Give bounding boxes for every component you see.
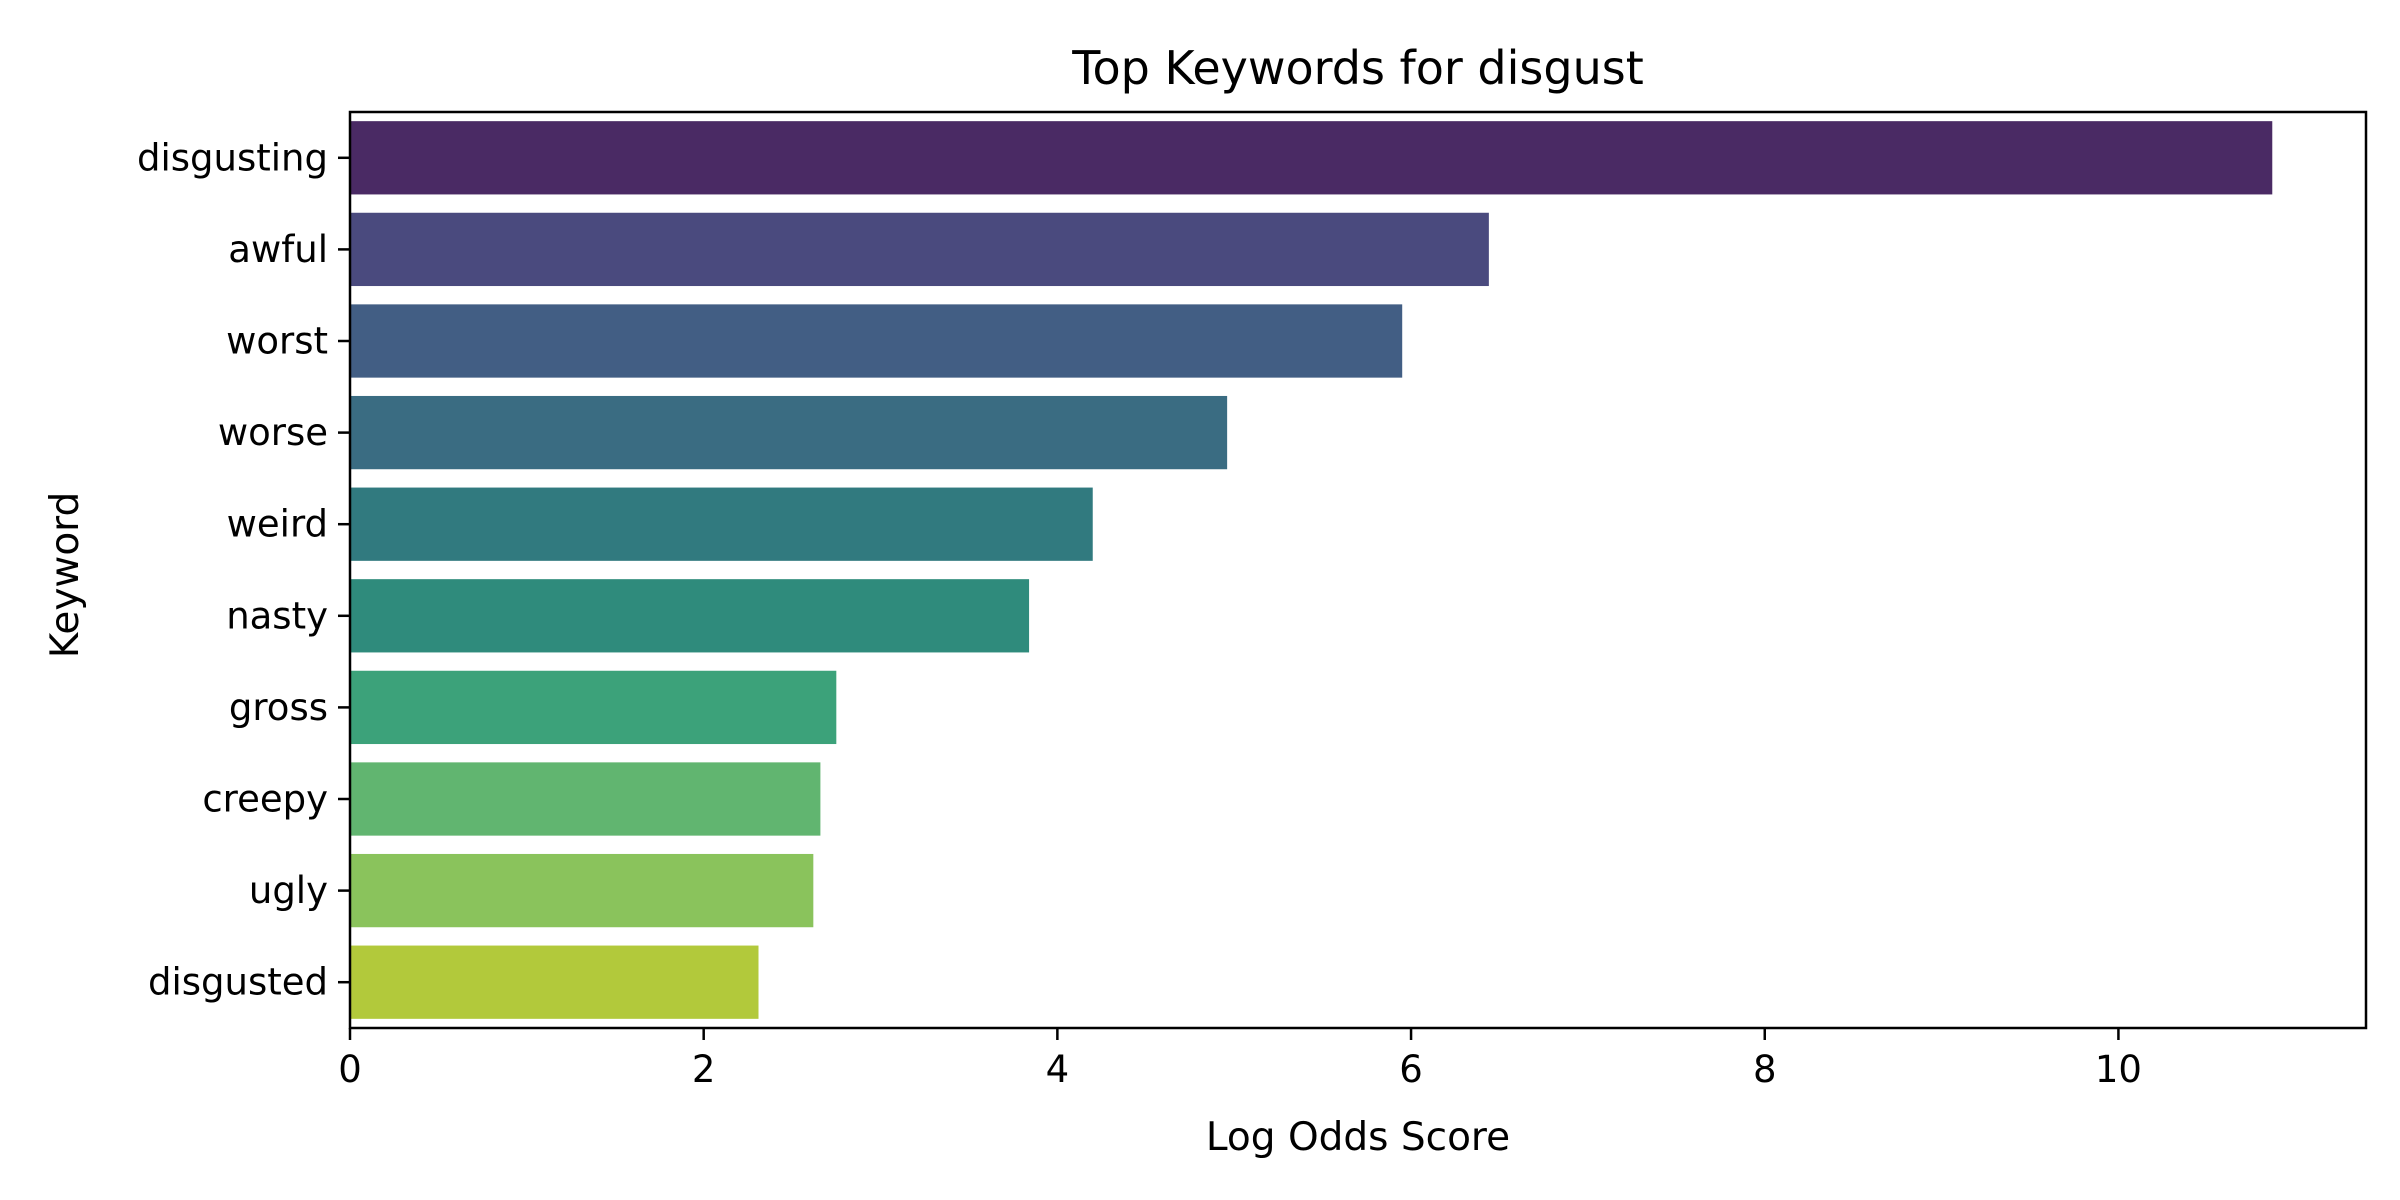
- bar-ugly: [350, 853, 814, 928]
- y-tick-label: worst: [226, 320, 328, 363]
- x-tick-label: 0: [338, 1048, 362, 1091]
- bar-gross: [350, 670, 837, 745]
- y-tick-label: nasty: [226, 594, 328, 637]
- bar-disgusting: [350, 121, 2273, 195]
- chart-title: Top Keywords for disgust: [1071, 41, 1643, 95]
- x-axis-label: Log Odds Score: [1206, 1115, 1510, 1160]
- y-axis-label: Keyword: [43, 492, 88, 659]
- bar-worst: [350, 304, 1403, 378]
- y-tick-label: gross: [229, 686, 328, 729]
- y-tick-label: worse: [218, 411, 328, 454]
- bar-weird: [350, 487, 1093, 561]
- y-axis-ticks: disgusting awful worst worse weird nasty gross…: [137, 136, 350, 1004]
- bar-creepy: [350, 762, 821, 836]
- y-tick-label: ugly: [249, 869, 328, 912]
- x-tick-label: 10: [2095, 1048, 2142, 1091]
- bar-awful: [350, 212, 1489, 287]
- x-axis-ticks: 0 2 4 6 8 10: [338, 1028, 2142, 1091]
- x-tick-label: 6: [1399, 1048, 1423, 1091]
- y-tick-label: disgusted: [148, 961, 328, 1004]
- y-tick-label: creepy: [202, 778, 328, 821]
- x-tick-label: 4: [1046, 1048, 1070, 1091]
- bar-nasty: [350, 579, 1030, 653]
- bar-disgusted: [350, 945, 759, 1019]
- bars-group: [350, 121, 2273, 1019]
- bar-worse: [350, 395, 1228, 470]
- plot-frame: [348, 110, 2368, 1030]
- y-tick-label: disgusting: [137, 136, 328, 179]
- y-tick-label: weird: [227, 503, 328, 546]
- x-tick-label: 8: [1753, 1048, 1777, 1091]
- y-tick-label: awful: [228, 228, 328, 271]
- x-tick-label: 2: [692, 1048, 716, 1091]
